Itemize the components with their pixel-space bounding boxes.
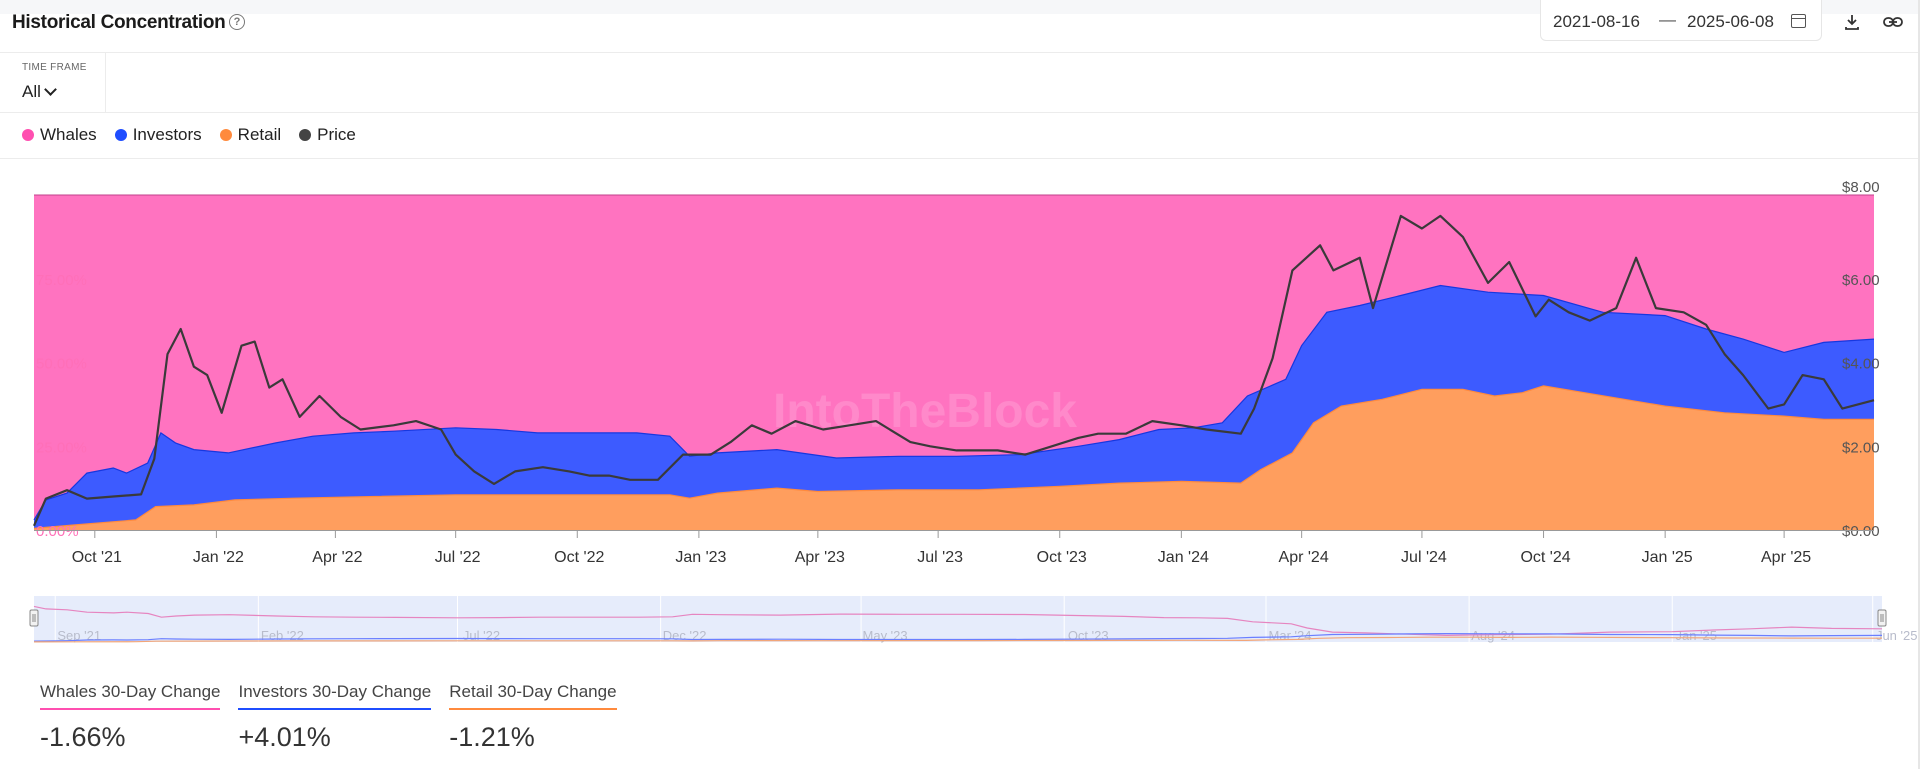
y-right-tick-label: $4.00 — [1842, 356, 1880, 373]
navigator-tick-label: Aug '24 — [1471, 628, 1515, 643]
help-icon[interactable]: ? — [229, 14, 245, 30]
x-tick-label: Jan '23 — [675, 549, 726, 566]
legend-bar: Whales Investors Retail Price — [0, 112, 1918, 159]
x-tick-label: Apr '24 — [1279, 549, 1329, 566]
x-tick-label: Jan '24 — [1158, 549, 1209, 566]
area-investors-edge — [33, 284, 1875, 521]
time-frame-value[interactable]: All — [22, 82, 41, 101]
y-right-tick-label: $6.00 — [1842, 272, 1880, 289]
navigator[interactable]: Sep '21 Feb '22 Jul '22 Dec '22 May '23 Oct '… — [29, 596, 1918, 643]
retail-change: Retail 30-Day Change -1.21% — [449, 682, 617, 759]
x-axis: Oct '21 Jan '22 Apr '22 Jul '22 Oct '22 Jan '… — [34, 530, 1874, 566]
x-tick-label: Jul '24 — [1401, 549, 1447, 566]
whales-change: Whales 30-Day Change -1.66% — [40, 682, 221, 759]
y-left-tick-label: 50.00% — [36, 356, 87, 373]
navigator-line-whales — [33, 605, 1883, 637]
navigator-handle-left[interactable] — [29, 609, 39, 627]
investors-change-value: +4.01% — [238, 722, 331, 752]
navigator-line-retail — [33, 636, 1882, 643]
price-line — [32, 214, 1875, 527]
navigator-background[interactable] — [34, 596, 1882, 642]
legend-item-price[interactable]: Price — [299, 125, 356, 145]
x-tick-label: Jul '22 — [435, 549, 481, 566]
area-retail-edge — [33, 385, 1874, 529]
navigator-tick-label: Sep '21 — [57, 628, 101, 643]
legend-dot-price — [299, 129, 312, 141]
concentration-chart[interactable]: IntoTheBlock 0.00% 25.00% 50.00% 75.00% $0.0… — [0, 165, 1918, 655]
date-separator: — — [1659, 10, 1676, 29]
top-strip — [0, 0, 1918, 14]
legend-dot-investors — [114, 129, 127, 141]
x-tick-label: Oct '23 — [1037, 549, 1087, 566]
navigator-tick-label: Jul '22 — [463, 628, 500, 643]
legend-label-whales: Whales — [40, 125, 97, 144]
date-to[interactable]: 2025-06-08 — [1687, 12, 1774, 31]
x-tick-label: Apr '22 — [312, 549, 362, 566]
retail-change-value: -1.21% — [449, 722, 535, 752]
thirty-day-changes: Whales 30-Day Change -1.66% Investors 30… — [40, 682, 617, 759]
header-bar: Historical Concentration ? 2021-08-16 — … — [0, 0, 1918, 53]
legend-item-investors[interactable]: Investors — [114, 125, 202, 145]
x-tick-label: Jan '25 — [1642, 549, 1693, 566]
legend-dot-whales — [22, 129, 34, 141]
y-right-tick-label: $8.00 — [1842, 179, 1880, 196]
date-range-picker[interactable]: 2021-08-16 — 2025-06-08 — [1540, 0, 1822, 41]
date-from[interactable]: 2021-08-16 — [1553, 12, 1640, 31]
y-axes: 0.00% 25.00% 50.00% 75.00% $0.00 $2.00 $4.00 $6… — [36, 179, 1880, 540]
y-left-tick-label: 25.00% — [36, 439, 87, 456]
chevron-down-icon[interactable] — [44, 83, 57, 96]
legend-label-price: Price — [317, 125, 356, 144]
link-icon[interactable] — [1882, 12, 1904, 32]
page-title: Historical Concentration — [12, 12, 226, 33]
x-tick-label: Jan '22 — [193, 549, 244, 566]
y-right-tick-label: $2.00 — [1842, 439, 1880, 456]
navigator-line-investors — [33, 632, 1883, 642]
navigator-tick-label: Jan '25 — [1675, 628, 1717, 643]
time-frame-label: TIME FRAME — [22, 62, 87, 73]
time-frame-bar: TIME FRAME All — [0, 52, 1918, 113]
time-frame-select[interactable]: TIME FRAME All — [0, 52, 106, 112]
legend-label-retail: Retail — [237, 125, 282, 144]
download-icon[interactable] — [1842, 12, 1862, 32]
legend-label-investors: Investors — [132, 125, 202, 144]
legend-dot-retail — [219, 129, 232, 141]
whales-change-value: -1.66% — [40, 722, 126, 752]
x-tick-label: Oct '24 — [1520, 549, 1570, 566]
legend-item-whales[interactable]: Whales — [22, 125, 97, 145]
calendar-icon[interactable] — [1791, 14, 1806, 28]
navigator-handle-right[interactable] — [1877, 609, 1887, 627]
whales-change-label[interactable]: Whales 30-Day Change — [40, 682, 221, 710]
price-line-group — [32, 214, 1875, 527]
legend-item-retail[interactable]: Retail — [219, 125, 282, 145]
y-left-tick-label: 75.00% — [36, 272, 87, 289]
chart-areas — [33, 194, 1875, 530]
area-retail — [34, 385, 1874, 530]
page-edge — [1918, 0, 1920, 769]
y-left-tick-label: 0.00% — [36, 523, 79, 540]
y-right-tick-label: $0.00 — [1842, 523, 1880, 540]
watermark: IntoTheBlock — [773, 385, 1077, 438]
x-tick-label: Apr '25 — [1761, 549, 1811, 566]
x-tick-label: Oct '22 — [554, 549, 604, 566]
investors-change: Investors 30-Day Change +4.01% — [238, 682, 432, 759]
x-tick-label: Jul '23 — [917, 549, 963, 566]
navigator-tick-label: Jun '25 — [1876, 628, 1918, 643]
x-tick-label: Oct '21 — [72, 549, 122, 566]
legend: Whales Investors Retail Price — [22, 125, 356, 145]
retail-change-label[interactable]: Retail 30-Day Change — [449, 682, 617, 710]
investors-change-label[interactable]: Investors 30-Day Change — [238, 682, 432, 710]
x-tick-label: Apr '23 — [795, 549, 845, 566]
